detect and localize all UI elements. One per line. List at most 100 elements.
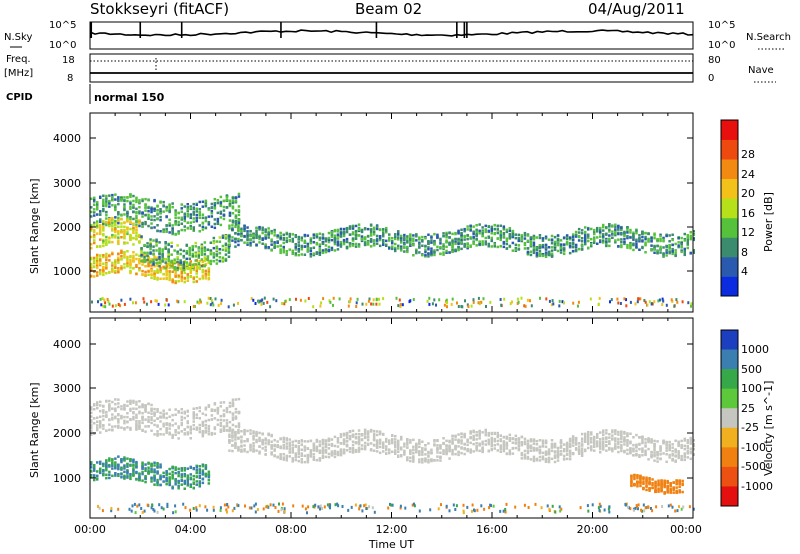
heatmap-cell	[372, 429, 376, 433]
heatmap-cell	[150, 206, 153, 209]
heatmap-cell	[318, 232, 322, 235]
heatmap-cell	[164, 266, 167, 270]
heatmap-cell	[342, 439, 346, 442]
heatmap-cell	[487, 242, 490, 246]
heatmap-cell	[409, 233, 412, 236]
heatmap-cell	[96, 474, 99, 478]
heatmap-cell	[165, 473, 168, 477]
heatmap-cell	[610, 298, 613, 302]
heatmap-cell	[138, 254, 141, 258]
heatmap-cell	[105, 429, 108, 432]
heatmap-cell	[593, 437, 596, 441]
heatmap-cell	[399, 303, 402, 306]
heatmap-cell	[400, 435, 403, 439]
heatmap-cell	[126, 457, 129, 460]
heatmap-cell	[192, 478, 195, 481]
heatmap-cell	[641, 230, 644, 233]
heatmap-cell	[201, 228, 205, 231]
heatmap-cell	[177, 425, 180, 428]
heatmap-cell	[174, 220, 177, 223]
heatmap-cell	[105, 221, 108, 224]
heatmap-cell	[348, 244, 352, 248]
heatmap-cell	[222, 409, 226, 412]
heatmap-cell	[553, 235, 557, 239]
heatmap-cell	[626, 246, 629, 249]
heatmap-cell	[430, 241, 433, 244]
heatmap-cell	[185, 266, 188, 269]
heatmap-cell	[593, 442, 596, 446]
heatmap-cell	[571, 235, 575, 238]
heatmap-cell	[668, 247, 671, 250]
heatmap-cell	[668, 250, 671, 254]
heatmap-cell	[220, 302, 223, 306]
heatmap-cell	[228, 227, 231, 230]
heatmap-cell	[165, 209, 168, 212]
heatmap-cell	[553, 460, 557, 464]
heatmap-cell	[369, 240, 373, 243]
heatmap-cell	[182, 265, 185, 269]
heatmap-cell	[134, 301, 137, 305]
heatmap-cell	[204, 199, 208, 203]
heatmap-cell	[222, 425, 226, 428]
heatmap-cell	[478, 442, 481, 446]
heatmap-cell	[179, 267, 182, 270]
heatmap-cell	[559, 439, 563, 442]
heatmap-cell	[159, 420, 162, 423]
heatmap-cell	[183, 469, 186, 472]
heatmap-cell	[487, 450, 490, 453]
heatmap-cell	[168, 433, 171, 436]
heatmap-cell	[574, 447, 578, 450]
heatmap-cell	[111, 458, 114, 461]
heatmap-cell	[665, 251, 668, 254]
heatmap-cell	[354, 231, 358, 234]
heatmap-cell	[207, 261, 211, 264]
heatmap-cell	[430, 459, 433, 462]
heatmap-cell	[96, 222, 99, 226]
heatmap-cell	[481, 230, 484, 234]
heatmap-cell	[161, 260, 164, 263]
heatmap-cell	[120, 214, 123, 217]
heatmap-cell	[140, 255, 143, 258]
heatmap-cell	[442, 452, 445, 456]
heatmap-cell	[99, 195, 102, 199]
heatmap-cell	[683, 249, 686, 252]
heatmap-cell	[641, 240, 644, 243]
heatmap-cell	[114, 416, 117, 420]
heatmap-cell	[102, 194, 105, 197]
heatmap-cell	[580, 432, 584, 436]
heatmap-cell	[307, 297, 310, 300]
heatmap-cell	[279, 248, 282, 251]
heatmap-cell	[388, 239, 391, 242]
heatmap-cell	[451, 297, 454, 301]
heatmap-cell	[198, 200, 201, 204]
heatmap-cell	[369, 230, 373, 233]
heatmap-cell	[665, 248, 668, 252]
heatmap-cell	[219, 201, 223, 205]
heatmap-cell	[147, 461, 150, 465]
heatmap-cell	[529, 253, 533, 257]
heatmap-cell	[418, 241, 421, 244]
heatmap-cell	[243, 224, 246, 228]
heatmap-cell	[186, 410, 189, 413]
heatmap-cell	[505, 437, 509, 440]
heatmap-cell	[683, 253, 686, 257]
heatmap-cell	[553, 454, 557, 458]
heatmap-cell	[288, 232, 291, 236]
heatmap-cell	[200, 245, 204, 248]
heatmap-cell	[464, 299, 466, 303]
heatmap-cell	[541, 243, 545, 247]
heatmap-cell	[282, 251, 285, 254]
heatmap-cell	[412, 243, 415, 247]
heatmap-cell	[397, 450, 400, 453]
heatmap-cell	[433, 240, 436, 243]
heatmap-cell	[129, 235, 132, 238]
heatmap-cell	[439, 237, 442, 241]
heatmap-cell	[171, 278, 174, 281]
heatmap-cell	[309, 247, 313, 250]
heatmap-cell	[228, 449, 231, 452]
heatmap-cell	[397, 441, 400, 445]
heatmap-cell	[186, 479, 189, 482]
heatmap-cell	[306, 234, 310, 237]
heatmap-cell	[312, 444, 316, 447]
heatmap-cell	[415, 443, 418, 447]
